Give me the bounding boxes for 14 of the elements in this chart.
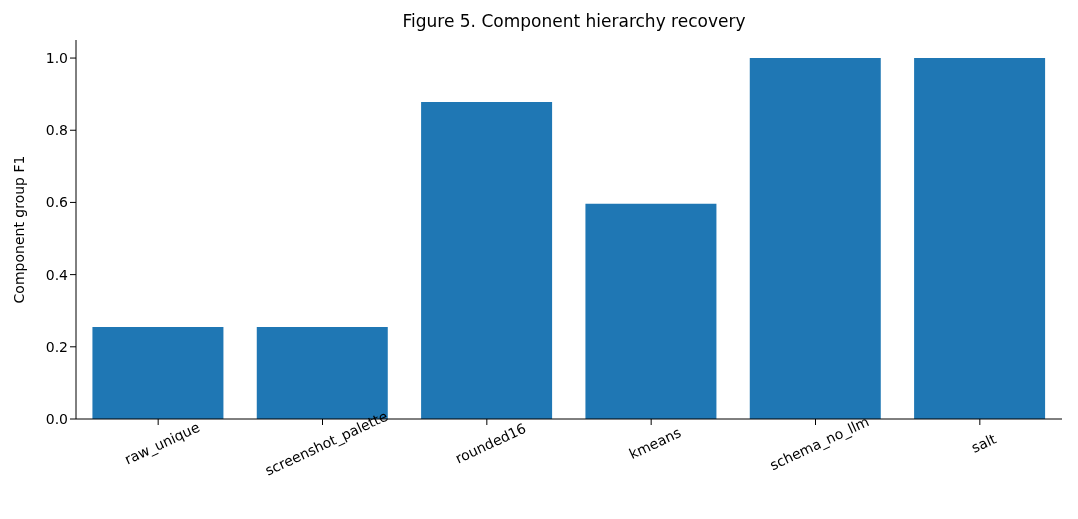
bar <box>914 58 1046 419</box>
bar <box>749 58 881 419</box>
y-tick-label: 1.0 <box>45 50 68 67</box>
y-tick-label: 0.8 <box>45 122 68 139</box>
y-tick-label: 0.6 <box>45 194 69 211</box>
y-axis-title: Component group F1 <box>10 155 27 304</box>
chart-title: Figure 5. Component hierarchy recovery <box>401 10 747 33</box>
y-tick-label: 0.2 <box>45 338 68 355</box>
bar <box>92 326 224 419</box>
x-tick-label: salt <box>968 430 999 456</box>
bar <box>421 102 553 419</box>
y-tick-label: 0.4 <box>45 266 69 283</box>
bar <box>585 203 717 419</box>
y-tick-label: 0.0 <box>45 410 68 427</box>
